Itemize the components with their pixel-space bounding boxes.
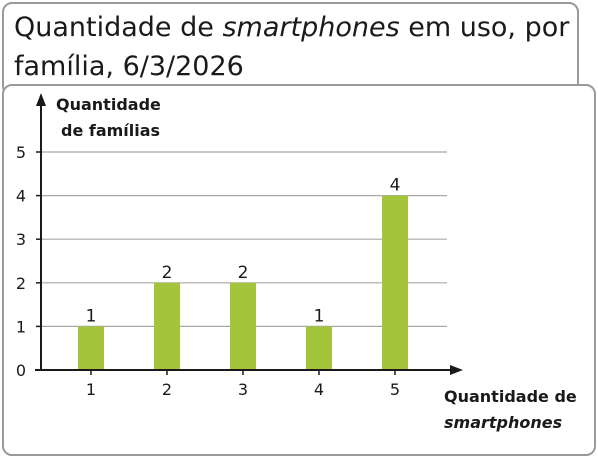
chart-box — [2, 84, 596, 456]
bar — [78, 326, 104, 370]
labels: 0 1 2 3 4 5 1 1 2 2 2 3 1 4 4 5 Quantidade de famílias Qua… — [16, 95, 577, 432]
x-axis-label-line-1: Quantidade de — [444, 387, 577, 406]
data-label: 1 — [314, 306, 325, 326]
axes — [35, 93, 463, 375]
bar — [382, 195, 408, 370]
y-axis-label-line-2: de famílias — [61, 121, 160, 140]
y-tick-label: 4 — [16, 187, 26, 206]
bar — [154, 282, 180, 370]
x-tick-label: 3 — [238, 380, 248, 399]
title-part-3: em uso, por família, 6/3/2026 — [14, 12, 570, 82]
x-tick-label: 5 — [390, 380, 400, 399]
x-tick-label: 2 — [162, 380, 172, 399]
x-axis-label-line-2: smartphones — [444, 413, 562, 432]
data-label: 1 — [86, 306, 97, 326]
y-axis-label-line-1: Quantidade — [56, 95, 161, 114]
x-tick-label: 1 — [86, 380, 96, 399]
y-tick-label: 3 — [16, 230, 26, 249]
bars — [78, 195, 408, 370]
y-tick-label: 5 — [16, 143, 26, 162]
y-axis-arrow — [36, 93, 46, 106]
chart-title: Quantidade de smartphones em uso, por fa… — [14, 8, 574, 86]
y-tick-label: 0 — [16, 361, 26, 380]
bar — [306, 326, 332, 370]
data-label: 4 — [390, 176, 401, 196]
data-label: 2 — [238, 263, 249, 283]
data-label: 2 — [162, 263, 173, 283]
y-tick-label: 1 — [16, 317, 26, 336]
title-part-1: Quantidade de — [14, 12, 223, 43]
title-box — [2, 2, 579, 96]
x-tick-label: 4 — [314, 380, 324, 399]
title-part-2: smartphones — [222, 12, 400, 43]
x-axis-arrow — [450, 365, 463, 375]
bar — [230, 282, 256, 370]
y-tick-label: 2 — [16, 274, 26, 293]
